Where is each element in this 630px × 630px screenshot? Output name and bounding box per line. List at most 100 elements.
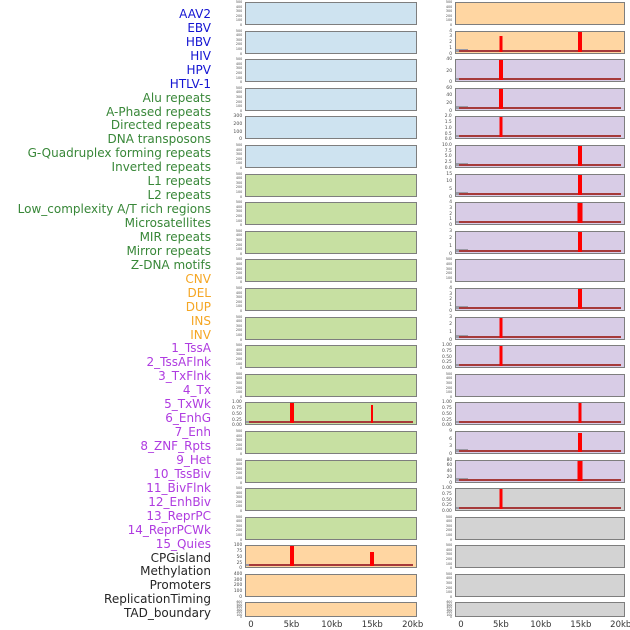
y-tick: 400 bbox=[235, 233, 242, 238]
signal-spike-5kb bbox=[499, 489, 503, 510]
feature-label-tad-boundary: TAD_boundary bbox=[123, 606, 211, 621]
y-tick: 0.00 bbox=[442, 422, 452, 428]
signal-spike-5kb bbox=[289, 546, 294, 567]
panel-row-aav2: 500 400 300 200 100 0 bbox=[214, 0, 417, 26]
signal-spike-15kb bbox=[577, 203, 583, 224]
y-tick: 0 bbox=[240, 615, 242, 619]
signal-spike-15kb bbox=[578, 31, 583, 52]
feature-label-hbv: HBV bbox=[185, 34, 211, 49]
y-tick: 0 bbox=[239, 451, 242, 456]
y-tick: 50 bbox=[236, 554, 242, 559]
y-tick: 1.5 bbox=[444, 119, 452, 125]
x-tick-label: 10kb bbox=[530, 620, 552, 630]
y-tick: 0 bbox=[449, 479, 452, 485]
feature-label-inverted-repeats: Inverted repeats bbox=[111, 160, 211, 175]
feature-label-14-reprpcwk: 14_ReprPCWk bbox=[127, 522, 211, 537]
feature-label-hpv: HPV bbox=[186, 62, 211, 77]
feature-label-cnv: CNV bbox=[185, 271, 211, 286]
y-tick: 200 bbox=[445, 271, 452, 275]
panel-l1-repeats bbox=[245, 345, 417, 369]
panel-alu-repeats bbox=[245, 173, 417, 197]
feature-label-ins: INS bbox=[190, 313, 211, 328]
y-tick: 0.25 bbox=[442, 359, 452, 365]
y-tick: 400 bbox=[445, 576, 452, 581]
panel-low-complexity-a-t-rich-regions bbox=[245, 402, 417, 426]
panel-4-tx bbox=[455, 144, 625, 168]
y-tick: 100 bbox=[235, 275, 242, 280]
y-axis-ticks: 1.00 0.75 0.50 0.25 0.00 bbox=[214, 400, 245, 427]
y-tick: 0 bbox=[239, 508, 242, 513]
y-axis-ticks: 500 400 300 200 100 0 bbox=[424, 257, 455, 283]
panel-row-alu-repeats: 500 400 300 200 100 0 bbox=[214, 172, 417, 198]
panel-inverted-repeats bbox=[245, 316, 417, 340]
signal-spike-15kb bbox=[370, 405, 373, 424]
x-tick-label: 20kb bbox=[610, 620, 630, 630]
panel-row-hiv: 500 400 300 200 100 0 bbox=[214, 86, 417, 112]
panel-dna-transposons bbox=[245, 259, 417, 283]
y-axis-ticks: 600 500 400 300 200 100 0 bbox=[214, 601, 245, 619]
y-tick: 3 bbox=[449, 313, 452, 319]
y-tick: 200 bbox=[233, 582, 242, 588]
x-tick-label: 5kb bbox=[493, 620, 509, 630]
panel-row-4-tx: 10.0 7.5 5.0 2.5 0.0 bbox=[424, 142, 625, 170]
y-tick: 500 bbox=[235, 285, 242, 290]
y-tick: 200 bbox=[235, 528, 242, 533]
panel-row-dup: 600 500 400 300 200 100 0 bbox=[214, 601, 417, 619]
y-axis-ticks: 80 60 40 20 0 bbox=[424, 457, 455, 485]
y-tick: 200 bbox=[235, 70, 242, 75]
y-tick: 500 bbox=[235, 228, 242, 233]
y-tick: 500 bbox=[445, 371, 452, 376]
y-tick: 2 bbox=[449, 39, 452, 45]
y-axis-ticks: 10.0 7.5 5.0 2.5 0.0 bbox=[424, 142, 455, 169]
panel-row-low-complexity-a-t-rich-regions: 1.00 0.75 0.50 0.25 0.00 bbox=[214, 400, 417, 427]
y-tick: 300 bbox=[235, 380, 242, 385]
signal-baseline bbox=[249, 564, 414, 567]
panel-g-quadruplex-forming-repeats bbox=[245, 287, 417, 311]
y-axis-ticks: 500 400 300 200 100 0 bbox=[424, 0, 455, 26]
y-tick: 0.75 bbox=[232, 405, 242, 411]
y-tick: 0 bbox=[449, 193, 452, 199]
feature-label-z-dna-motifs: Z-DNA motifs bbox=[130, 257, 211, 272]
y-tick: 500 bbox=[235, 457, 242, 462]
panel-3-txflnk bbox=[455, 116, 625, 140]
panel-row-mir-repeats: 500 400 300 200 100 0 bbox=[214, 457, 417, 485]
y-tick: 300 bbox=[235, 37, 242, 42]
y-tick: 100 bbox=[445, 18, 452, 23]
y-tick: 500 bbox=[445, 257, 452, 262]
y-tick: 40 bbox=[446, 92, 452, 98]
y-tick: 500 bbox=[235, 200, 242, 204]
y-tick: 300 bbox=[235, 152, 242, 156]
panel-replicationtiming bbox=[455, 573, 625, 597]
y-tick: 1 bbox=[449, 328, 452, 335]
y-tick: 100 bbox=[235, 75, 242, 80]
y-tick: 25 bbox=[236, 559, 242, 565]
panel-12-enhbiv bbox=[455, 373, 625, 397]
y-tick: 100 bbox=[235, 46, 242, 51]
signal-baseline bbox=[459, 192, 622, 195]
y-tick: 0 bbox=[239, 337, 242, 342]
y-tick: 300 bbox=[235, 295, 242, 299]
feature-label-15-quies: 15_Quies bbox=[155, 536, 211, 551]
signal-spike-5kb bbox=[499, 317, 503, 338]
y-tick: 0 bbox=[239, 594, 242, 600]
y-tick: 100 bbox=[445, 561, 452, 566]
panel-row-del: 400 300 200 100 0 bbox=[214, 571, 417, 600]
y-tick: 500 bbox=[235, 371, 242, 376]
y-tick: 100 bbox=[446, 613, 452, 617]
panel-row-a-phased-repeats: 500 400 300 200 100 0 bbox=[214, 200, 417, 227]
x-tick-label: 5kb bbox=[283, 620, 300, 630]
signal-baseline bbox=[459, 249, 622, 252]
feature-label-7-enh: 7_Enh bbox=[174, 425, 211, 440]
y-tick: 0 bbox=[239, 480, 242, 485]
y-tick: 500 bbox=[235, 57, 242, 61]
panel-row-ebv: 500 400 300 200 100 0 bbox=[214, 29, 417, 55]
y-tick: 100 bbox=[235, 447, 242, 451]
x-tick-label: 15kb bbox=[570, 620, 592, 630]
y-tick: 200 bbox=[235, 499, 242, 504]
y-tick: 0 bbox=[449, 451, 452, 457]
y-tick: 1 bbox=[449, 216, 452, 222]
feature-label-9-het: 9_Het bbox=[176, 452, 211, 467]
